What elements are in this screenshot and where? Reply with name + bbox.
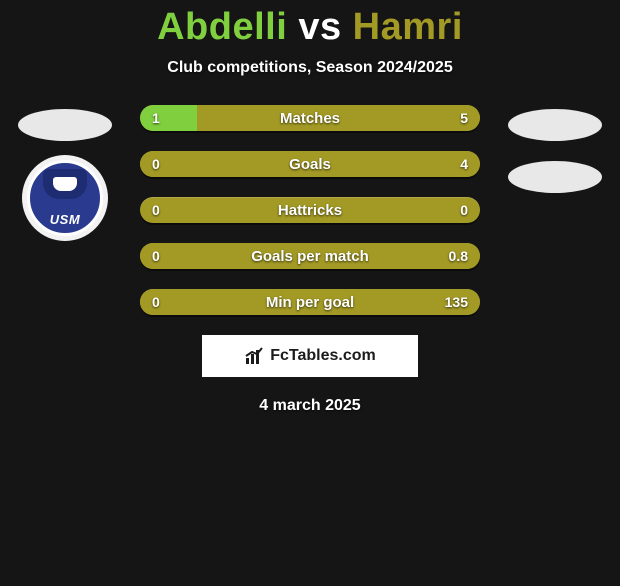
stat-row: 00Hattricks: [140, 197, 480, 223]
player2-photo-placeholder: [508, 109, 602, 141]
player2-name: Hamri: [353, 6, 463, 48]
brand-chart-icon: [244, 346, 264, 366]
left-badges-column: USM: [0, 105, 130, 315]
stat-label: Hattricks: [140, 197, 480, 223]
stat-label: Min per goal: [140, 289, 480, 315]
brand-box[interactable]: FcTables.com: [202, 335, 418, 377]
stat-row: 00.8Goals per match: [140, 243, 480, 269]
subtitle: Club competitions, Season 2024/2025: [0, 59, 620, 77]
stat-row: 04Goals: [140, 151, 480, 177]
stat-row: 15Matches: [140, 105, 480, 131]
date-text: 4 march 2025: [0, 397, 620, 415]
player1-club-badge: USM: [22, 155, 108, 241]
club-crest-icon: [43, 169, 87, 199]
player1-name: Abdelli: [157, 6, 287, 48]
comparison-bars: 15Matches 04Goals 00Hattricks 00.8Goals per…: [140, 105, 480, 315]
page-title: Abdelli vs Hamri: [0, 6, 620, 49]
stat-row: 0135Min per goal: [140, 289, 480, 315]
vs-text: vs: [287, 6, 352, 48]
stat-label: Goals per match: [140, 243, 480, 269]
stat-label: Goals: [140, 151, 480, 177]
right-badges-column: [490, 105, 620, 315]
club-badge-text: USM: [50, 212, 80, 227]
player2-club-placeholder: [508, 161, 602, 193]
brand-text: FcTables.com: [270, 347, 376, 365]
player1-photo-placeholder: [18, 109, 112, 141]
stat-label: Matches: [140, 105, 480, 131]
comparison-panel: USM 15Matches 04Goals 00Hattricks 00.8Goals…: [0, 105, 620, 315]
